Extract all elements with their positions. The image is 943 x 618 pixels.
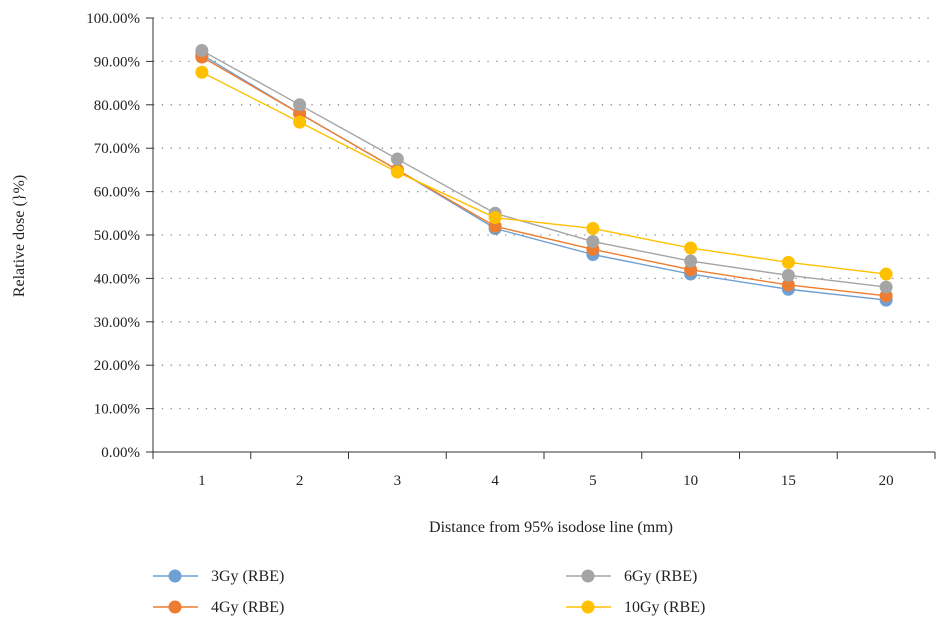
series-line xyxy=(201,56,887,297)
series-line xyxy=(201,71,887,275)
y-tick-label: 30.00% xyxy=(94,315,140,331)
x-tick-label: 4 xyxy=(491,473,499,489)
legend-item: 10Gy (RBE) xyxy=(566,599,705,616)
x-tick-label: 10 xyxy=(683,473,698,489)
data-point xyxy=(586,235,600,249)
y-axis-title: Relative dose (}%) xyxy=(11,175,28,297)
data-point xyxy=(293,98,307,112)
data-point xyxy=(488,211,502,225)
y-tick-label: 70.00% xyxy=(94,141,140,157)
data-point xyxy=(586,221,600,235)
data-point xyxy=(684,254,698,268)
legend: 3Gy (RBE) 4Gy (RBE) 6Gy (RBE) 10Gy (RBE) xyxy=(153,568,705,616)
data-point xyxy=(879,280,893,294)
x-tick-label: 2 xyxy=(296,473,304,489)
series-line xyxy=(201,49,887,288)
data-point xyxy=(684,241,698,255)
y-tick-label: 10.00% xyxy=(94,402,140,418)
x-axis-title: Distance from 95% isodose line (mm) xyxy=(429,519,673,536)
data-point xyxy=(390,152,404,166)
legend-item: 4Gy (RBE) xyxy=(153,599,284,616)
y-tick-label: 40.00% xyxy=(94,271,140,287)
legend-marker xyxy=(168,600,182,614)
x-axis-ticks: 1 2 3 4 5 10 15 20 xyxy=(152,452,936,489)
x-tick-label: 20 xyxy=(879,473,894,489)
y-tick-label: 100.00% xyxy=(86,11,140,27)
legend-label: 6Gy (RBE) xyxy=(624,568,697,585)
x-tick-label: 15 xyxy=(781,473,796,489)
legend-marker xyxy=(581,600,595,614)
data-point xyxy=(781,255,795,269)
series-4 xyxy=(195,65,893,281)
y-tick-label: 20.00% xyxy=(94,358,140,374)
x-tick-label: 1 xyxy=(198,473,206,489)
y-tick-label: 50.00% xyxy=(94,228,140,244)
legend-marker xyxy=(168,569,182,583)
axes xyxy=(152,18,935,453)
data-point xyxy=(781,268,795,282)
data-point xyxy=(195,44,209,58)
legend-item: 3Gy (RBE) xyxy=(153,568,284,585)
x-tick-label: 5 xyxy=(589,473,597,489)
data-point xyxy=(293,115,307,129)
legend-label: 10Gy (RBE) xyxy=(624,599,705,616)
x-tick-label: 3 xyxy=(394,473,402,489)
data-point xyxy=(195,65,209,79)
legend-marker xyxy=(581,569,595,583)
legend-item: 6Gy (RBE) xyxy=(566,568,697,585)
y-tick-label: 90.00% xyxy=(94,54,140,70)
gridlines xyxy=(153,17,935,410)
data-point xyxy=(390,165,404,179)
y-axis-ticks: 0.00% 10.00% 20.00% 30.00% 40.00% 50.00% 60.00… xyxy=(86,11,153,461)
legend-label: 3Gy (RBE) xyxy=(211,568,284,585)
data-point xyxy=(781,278,795,292)
y-tick-label: 0.00% xyxy=(101,445,140,461)
legend-label: 4Gy (RBE) xyxy=(211,599,284,616)
data-point xyxy=(879,267,893,281)
y-tick-label: 60.00% xyxy=(94,185,140,201)
y-tick-label: 80.00% xyxy=(94,98,140,114)
series-group xyxy=(195,44,893,307)
